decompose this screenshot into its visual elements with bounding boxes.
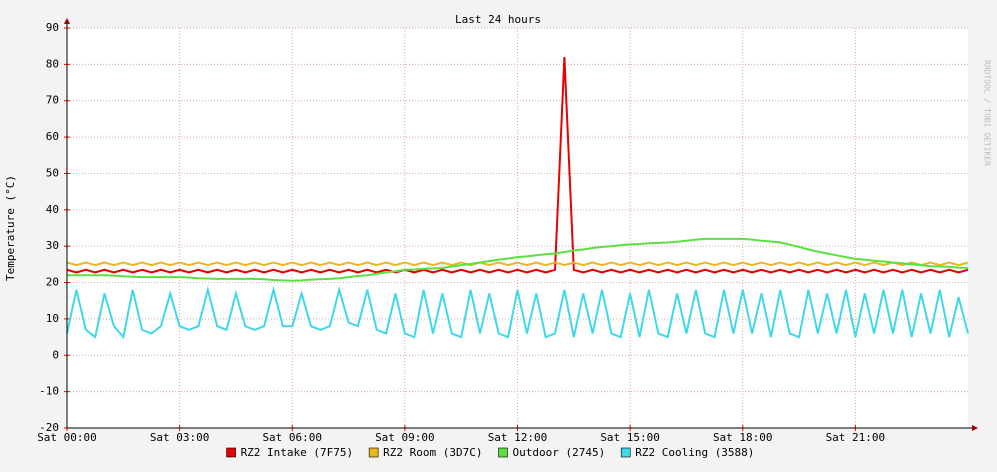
x-tick-label: Sat 00:00 — [37, 431, 97, 444]
legend-label: Outdoor (2745) — [513, 446, 606, 459]
legend-item: Outdoor (2745) — [498, 446, 606, 459]
x-tick-label: Sat 15:00 — [600, 431, 660, 444]
x-arrow — [972, 425, 978, 431]
legend-item: RZ2 Cooling (3588) — [620, 446, 754, 459]
legend-swatch — [620, 447, 631, 458]
y-axis-label: Temperature (°C) — [4, 175, 17, 281]
legend-swatch — [498, 447, 508, 458]
series-line — [66, 57, 969, 274]
x-tick-label: Sat 03:00 — [150, 431, 210, 444]
y-tick-label: 20 — [46, 276, 59, 289]
y-arrow — [64, 18, 70, 24]
y-tick-label: 60 — [46, 130, 59, 143]
series-line — [66, 261, 969, 267]
series-line — [66, 285, 969, 340]
y-tick-label: 70 — [46, 94, 59, 107]
y-tick-label: 40 — [46, 203, 59, 216]
y-tick-label: 50 — [46, 166, 59, 179]
series-line — [67, 237, 969, 282]
x-tick-label: Sat 12:00 — [488, 431, 548, 444]
legend-label: RZ2 Cooling (3588) — [635, 446, 754, 459]
legend-label: RZ2 Room (3D7C) — [383, 446, 482, 459]
legend-swatch — [368, 447, 379, 458]
x-tick-label: Sat 09:00 — [375, 431, 435, 444]
legend-item: RZ2 Intake (7F75) — [226, 446, 354, 459]
y-tick-label: -20 — [39, 421, 59, 434]
grid: -20 -10 0 10 20 30 40 50 60 70 80 90 Sat 00:00 Sat 03… — [37, 21, 968, 444]
legend-label: RZ2 Intake (7F75) — [241, 446, 354, 459]
y-tick-label: 30 — [46, 239, 59, 252]
x-tick-label: Sat 06:00 — [262, 431, 322, 444]
chart-title: Last 24 hours — [455, 13, 541, 26]
watermark: RRDTOOL / TOBI OETIKER — [983, 60, 992, 166]
x-tick-label: Sat 18:00 — [713, 431, 773, 444]
legend-item: RZ2 Room (3D7C) — [368, 446, 483, 459]
legend: RZ2 Intake (7F75) RZ2 Room (3D7C) Outdoor … — [226, 446, 754, 459]
x-tick-label: Sat 21:00 — [826, 431, 886, 444]
legend-swatch — [226, 447, 236, 458]
y-tick-label: 0 — [52, 348, 59, 361]
y-tick-label: 10 — [46, 312, 59, 325]
lines — [66, 57, 969, 340]
y-tick-label: 80 — [46, 57, 59, 70]
y-tick-label: 90 — [46, 21, 59, 34]
y-tick-label: -10 — [39, 385, 59, 398]
